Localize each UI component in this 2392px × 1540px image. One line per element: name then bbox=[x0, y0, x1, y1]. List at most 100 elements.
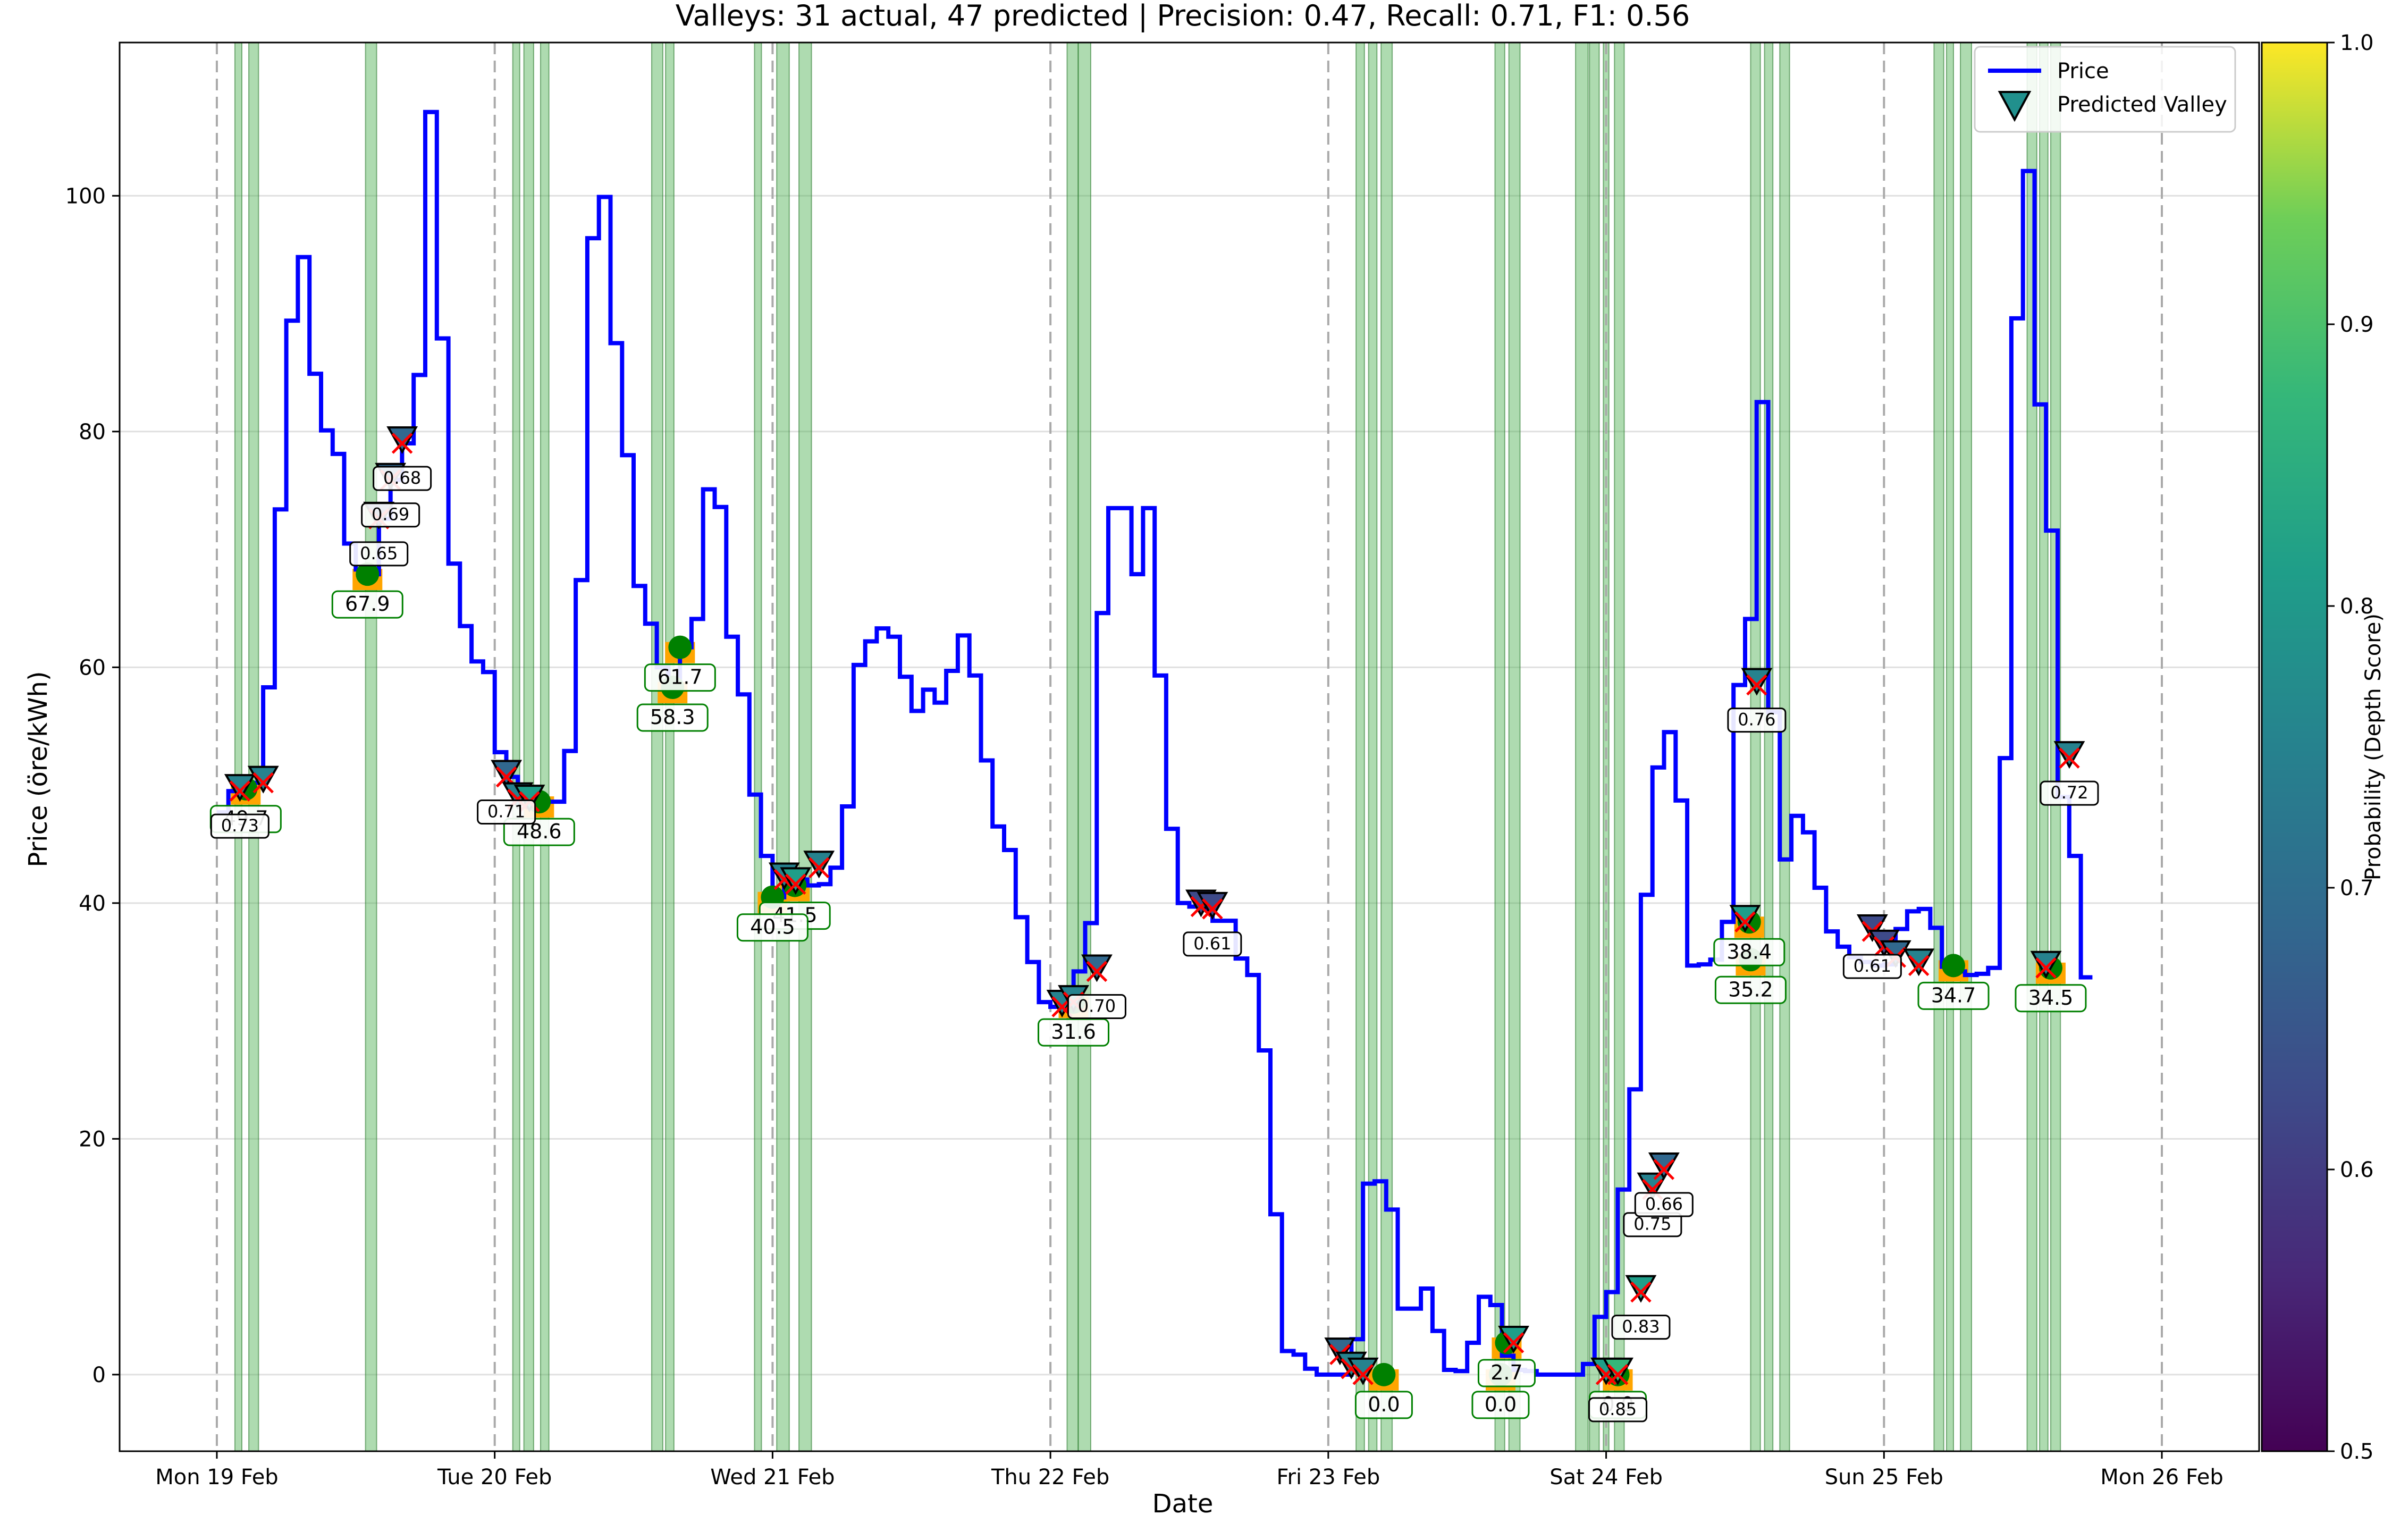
x-tick-label: Sun 25 Feb bbox=[1825, 1465, 1943, 1489]
y-axis-label: Price (öre/kWh) bbox=[23, 671, 53, 867]
predicted-valley-cross bbox=[2059, 747, 2080, 769]
actual-valley-span bbox=[1508, 42, 1521, 1452]
actual-valley-label-box bbox=[331, 590, 403, 619]
predicted-probability-label: 0.85 bbox=[1599, 1399, 1637, 1419]
actual-valley-label: 0.0 bbox=[1368, 1393, 1400, 1416]
actual-valley-span bbox=[1380, 42, 1393, 1452]
colorbar-tick-label: 0.9 bbox=[2340, 313, 2374, 337]
actual-valley-label: 40.5 bbox=[750, 915, 795, 939]
predicted-probability-label: 0.65 bbox=[360, 543, 398, 563]
x-tick-label: Thu 22 Feb bbox=[991, 1465, 1109, 1489]
predicted-probability-label-box bbox=[1183, 931, 1242, 957]
predicted-valley-marker bbox=[2053, 741, 2085, 769]
actual-valley-span bbox=[1077, 42, 1091, 1452]
actual-valley-span bbox=[1066, 42, 1079, 1452]
actual-valley-span bbox=[665, 42, 675, 1452]
predicted-probability-label: 0.75 bbox=[1633, 1214, 1671, 1234]
predicted-valley-cross bbox=[252, 772, 274, 794]
actual-valley-label-box bbox=[736, 913, 808, 942]
actual-valley-span bbox=[248, 42, 259, 1452]
predicted-valley-cross bbox=[1202, 898, 1223, 920]
predicted-valley-marker bbox=[491, 760, 523, 788]
actual-valley-span bbox=[1933, 42, 1944, 1452]
legend: Price Predicted Valley bbox=[1974, 46, 2236, 133]
predicted-probability-label: 0.70 bbox=[1078, 996, 1116, 1016]
actual-valley-label: 67.9 bbox=[345, 592, 390, 616]
plot-area: 49.767.948.661.758.341.540.531.60.02.70.… bbox=[65, 41, 2260, 1489]
actual-valley-span bbox=[1945, 42, 1955, 1452]
actual-valley-label: 34.7 bbox=[1931, 983, 1976, 1007]
predicted-probability-label: 0.71 bbox=[487, 802, 525, 822]
actual-valley-span bbox=[1589, 42, 1600, 1452]
predicted-valley-marker bbox=[1880, 940, 1911, 968]
actual-valley-span bbox=[365, 42, 377, 1452]
x-axis-label: Date bbox=[1152, 1489, 1214, 1519]
predicted-valley-marker bbox=[1197, 891, 1228, 920]
predicted-valley-marker bbox=[1741, 668, 1773, 696]
actual-valley-marker bbox=[1372, 1362, 1396, 1386]
predicted-probability-label: 0.69 bbox=[372, 504, 409, 525]
x-tick-label: Tue 20 Feb bbox=[437, 1465, 552, 1489]
x-tick-label: Sat 24 Feb bbox=[1549, 1465, 1663, 1489]
predicted-probability-label-box bbox=[477, 800, 536, 825]
actual-valley-marker bbox=[1942, 954, 1965, 978]
predicted-probability-label: 0.72 bbox=[2050, 782, 2088, 803]
x-tick-label: Fri 23 Feb bbox=[1276, 1465, 1380, 1489]
predicted-valley-marker bbox=[1648, 1152, 1680, 1181]
plot-frame bbox=[119, 41, 2260, 1452]
actual-valley-span bbox=[754, 42, 762, 1452]
predicted-valley-marker bbox=[1347, 1357, 1379, 1385]
actual-valley-label-box bbox=[2015, 984, 2087, 1013]
actual-valley-label-box bbox=[636, 703, 709, 732]
predicted-valley-marker bbox=[247, 765, 279, 794]
colorbar-tick-label: 1.0 bbox=[2340, 31, 2374, 55]
actual-valley-span bbox=[1575, 42, 1589, 1452]
actual-valley-span bbox=[651, 42, 663, 1452]
predicted-probability-label: 0.61 bbox=[1193, 933, 1231, 954]
predicted-valley-marker bbox=[1081, 954, 1113, 982]
predicted-valley-cross bbox=[391, 433, 413, 454]
legend-price-label: Price bbox=[2057, 59, 2109, 83]
predicted-valley-cross bbox=[1653, 1159, 1675, 1180]
predicted-probability-label-box bbox=[210, 813, 269, 839]
predicted-valley-cross bbox=[2035, 957, 2057, 979]
colorbar-tick-label: 0.8 bbox=[2340, 594, 2374, 619]
predicted-probability-label: 0.73 bbox=[221, 815, 259, 836]
predicted-valley-cross bbox=[1746, 674, 1767, 696]
actual-valley-span bbox=[523, 42, 534, 1452]
colorbar-tick-label: 0.5 bbox=[2340, 1440, 2374, 1464]
predicted-valley-marker bbox=[1625, 1275, 1657, 1303]
predicted-valley-cross bbox=[1607, 1364, 1629, 1385]
actual-valley-label: 31.6 bbox=[1051, 1020, 1096, 1044]
y-tick-label: 20 bbox=[79, 1127, 106, 1151]
predicted-valley-cross bbox=[785, 873, 806, 895]
actual-valley-label: 38.4 bbox=[1726, 940, 1772, 963]
actual-valley-span bbox=[540, 42, 550, 1452]
predicted-valley-cross bbox=[1734, 911, 1756, 933]
y-tick-label: 40 bbox=[79, 891, 106, 916]
actual-valley-label: 61.7 bbox=[658, 666, 703, 689]
colorbar-label: Probability (Depth Score) bbox=[2361, 613, 2386, 880]
colorbar: 0.5 0.6 0.7 0.8 0.9 1.0 Probability (Depth Sc… bbox=[2261, 31, 2386, 1464]
predicted-valley-marker bbox=[513, 785, 545, 813]
y-tick-label: 80 bbox=[79, 420, 106, 444]
colorbar-gradient bbox=[2261, 41, 2328, 1452]
predicted-probability-label-box bbox=[1611, 1315, 1671, 1340]
actual-valley-span bbox=[1494, 42, 1505, 1452]
colorbar-tick-label: 0.6 bbox=[2340, 1158, 2374, 1182]
actual-valley-span bbox=[234, 42, 243, 1452]
predicted-valley-marker bbox=[1729, 905, 1761, 933]
predicted-probability-label-box bbox=[349, 541, 409, 567]
predicted-valley-marker bbox=[803, 851, 835, 879]
predicted-valley-marker bbox=[1637, 1172, 1669, 1200]
actual-valley-label: 58.3 bbox=[650, 705, 695, 729]
predicted-probability-label-box bbox=[373, 466, 432, 491]
predicted-probability-label-box bbox=[1727, 708, 1787, 733]
colorbar-tick-label: 0.7 bbox=[2340, 876, 2374, 901]
x-tick-label: Mon 26 Feb bbox=[2100, 1465, 2223, 1489]
actual-valley-label-box bbox=[1713, 938, 1785, 966]
predicted-probability-label: 0.83 bbox=[1622, 1317, 1660, 1337]
chart-title: Valleys: 31 actual, 47 predicted | Preci… bbox=[676, 0, 1690, 32]
actual-valley-label: 2.7 bbox=[1490, 1361, 1522, 1384]
actual-valley-span bbox=[512, 42, 520, 1452]
